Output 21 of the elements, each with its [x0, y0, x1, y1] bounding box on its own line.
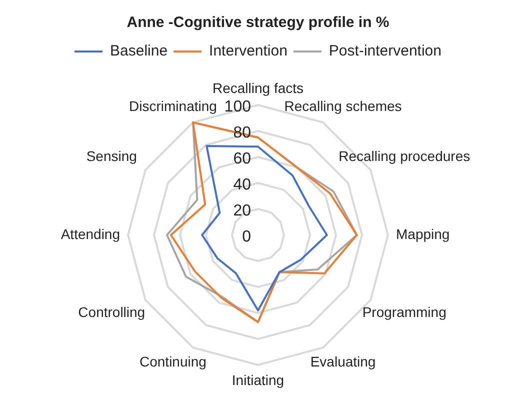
- spoke-label: Attending: [60, 226, 120, 242]
- spoke-label: Controlling: [78, 304, 146, 320]
- y-tick-label: 60: [233, 150, 252, 168]
- chart-title: Anne -Cognitive strategy profile in %: [126, 14, 390, 32]
- y-tick-label: 0: [242, 228, 252, 246]
- spoke-label: Programming: [362, 304, 446, 320]
- y-tick-label: 20: [233, 202, 252, 220]
- spoke-label: Mapping: [396, 226, 450, 242]
- spoke-label: Continuing: [140, 354, 206, 370]
- legend-label: Intervention: [209, 42, 288, 60]
- legend-label: Post-intervention: [328, 42, 442, 60]
- legend-label: Baseline: [110, 42, 168, 60]
- y-tick-label: 100: [224, 98, 252, 116]
- spoke-label: Evaluating: [310, 354, 376, 370]
- spoke-label: Recalling schemes: [284, 98, 402, 114]
- spoke-label: Initiating: [232, 372, 284, 388]
- spoke-label: Recalling facts: [212, 80, 304, 96]
- spoke-label: Discriminating: [129, 98, 217, 114]
- y-tick-label: 40: [233, 176, 252, 194]
- spoke-label: Recalling procedures: [338, 148, 470, 164]
- spoke-label: Sensing: [86, 148, 137, 164]
